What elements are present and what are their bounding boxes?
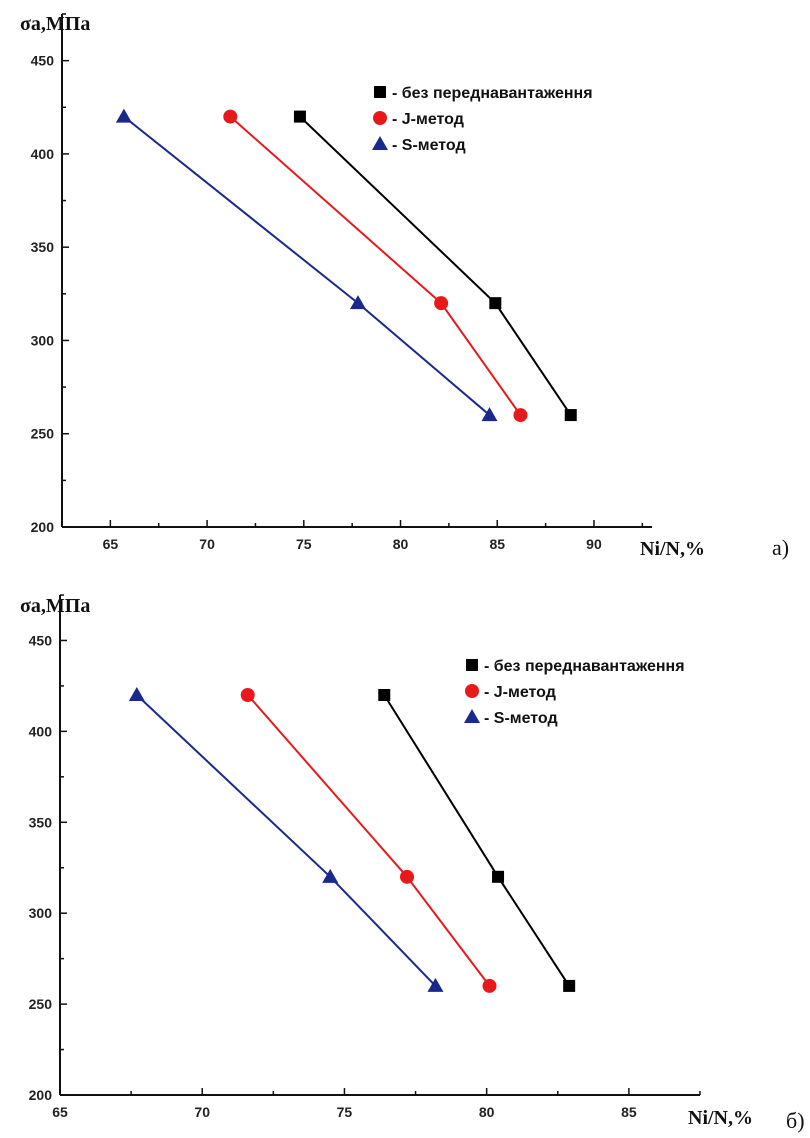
legend-label: - без переднавантаження <box>392 85 593 102</box>
data-point-square <box>564 409 577 422</box>
data-point-circle <box>482 978 497 993</box>
series-line-2 <box>123 115 491 416</box>
data-point-triangle <box>115 108 132 123</box>
x-tick-label: 80 <box>479 1104 495 1120</box>
series-line-0 <box>299 115 572 416</box>
y-tick-label: 300 <box>29 905 53 921</box>
data-point-circle <box>513 408 528 423</box>
legend-label: - без переднавантаження <box>484 658 685 675</box>
x-tick-label: 75 <box>337 1104 353 1120</box>
x-tick-label: 80 <box>393 536 409 552</box>
y-tick-label: 350 <box>31 239 55 255</box>
y-tick-label: 450 <box>31 53 55 69</box>
x-axis-label: Ni/N,% <box>640 538 705 560</box>
series-line-1 <box>229 115 522 416</box>
x-tick-label: 85 <box>621 1104 637 1120</box>
data-point-circle <box>400 869 415 884</box>
data-point-square <box>492 870 505 883</box>
x-tick-label: 85 <box>489 536 505 552</box>
data-point-triangle <box>481 407 498 422</box>
legend-marker-circle <box>465 684 479 698</box>
y-tick-label: 250 <box>31 426 55 442</box>
legend-marker-square <box>466 659 478 671</box>
legend-label: - S-метод <box>392 137 466 154</box>
data-point-triangle <box>128 687 145 701</box>
legend-marker-triangle <box>372 136 388 150</box>
y-axis-label: σа,МПа <box>20 13 90 35</box>
y-tick-label: 200 <box>29 1087 53 1103</box>
legend-label: - S-метод <box>484 710 558 727</box>
y-axis-label: σа,МПа <box>20 595 90 617</box>
y-tick-label: 200 <box>31 519 55 535</box>
legend: - без переднавантаження - J-метод - S-мето… <box>464 658 685 727</box>
x-tick-label: 90 <box>586 536 602 552</box>
data-point-circle <box>223 109 238 124</box>
legend: - без переднавантаження - J-метод - S-мето… <box>372 85 593 154</box>
data-point-square <box>293 110 306 123</box>
chart-panel-0: 200 250 300 350 400 450 65 70 75 80 85 90 σа,МПа Ni/N… <box>20 13 789 560</box>
y-tick-label: 400 <box>29 723 53 739</box>
panel-label: б) <box>786 1108 805 1133</box>
legend-label: - J-метод <box>484 684 556 701</box>
x-tick-label: 70 <box>194 1104 210 1120</box>
y-tick-label: 300 <box>31 332 55 348</box>
y-tick-label: 400 <box>31 146 55 162</box>
data-point-circle <box>434 296 449 311</box>
x-tick-label: 65 <box>52 1104 68 1120</box>
data-point-triangle <box>322 868 339 883</box>
chart-panel-1: 200 250 300 350 400 450 65 70 75 80 85 σа,МПа Ni/N,%… <box>20 594 805 1133</box>
data-point-triangle <box>427 977 444 992</box>
data-point-square <box>378 689 391 701</box>
series-line-0 <box>383 694 570 987</box>
y-tick-label: 350 <box>29 814 53 830</box>
panel-label: а) <box>772 535 789 560</box>
data-point-circle <box>240 688 255 702</box>
data-point-square <box>563 979 576 992</box>
legend-marker-circle <box>373 111 387 125</box>
x-tick-label: 75 <box>296 536 312 552</box>
series-line-1 <box>246 694 491 987</box>
x-tick-label: 65 <box>103 536 119 552</box>
legend-label: - J-метод <box>392 111 464 128</box>
y-tick-label: 250 <box>29 996 53 1012</box>
x-tick-label: 70 <box>199 536 215 552</box>
legend-marker-square <box>374 86 386 98</box>
y-tick-label: 450 <box>29 632 53 648</box>
data-point-square <box>489 297 502 310</box>
x-axis-label: Ni/N,% <box>688 1107 753 1129</box>
data-point-triangle <box>349 295 366 310</box>
legend-marker-triangle <box>464 709 480 723</box>
